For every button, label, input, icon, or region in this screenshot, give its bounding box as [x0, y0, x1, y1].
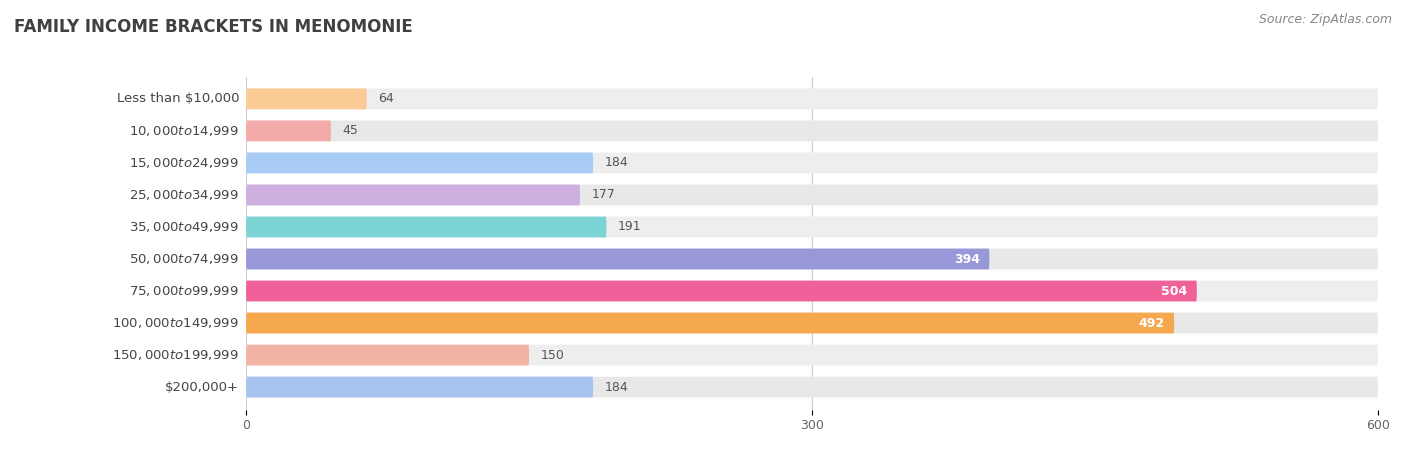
Text: 177: 177 — [592, 189, 616, 202]
Text: 492: 492 — [1139, 316, 1164, 329]
Text: $75,000 to $99,999: $75,000 to $99,999 — [129, 284, 239, 298]
FancyBboxPatch shape — [246, 153, 1378, 173]
FancyBboxPatch shape — [246, 121, 1378, 141]
Text: 184: 184 — [605, 381, 628, 394]
Text: $150,000 to $199,999: $150,000 to $199,999 — [112, 348, 239, 362]
FancyBboxPatch shape — [246, 184, 579, 205]
FancyBboxPatch shape — [246, 313, 1174, 333]
Text: 184: 184 — [605, 157, 628, 170]
Text: 64: 64 — [378, 92, 394, 105]
FancyBboxPatch shape — [246, 153, 593, 173]
FancyBboxPatch shape — [246, 216, 1378, 238]
Text: 150: 150 — [540, 349, 564, 361]
Text: Source: ZipAtlas.com: Source: ZipAtlas.com — [1258, 14, 1392, 27]
Text: $50,000 to $74,999: $50,000 to $74,999 — [129, 252, 239, 266]
FancyBboxPatch shape — [246, 89, 367, 109]
Text: $25,000 to $34,999: $25,000 to $34,999 — [129, 188, 239, 202]
Text: 45: 45 — [342, 125, 359, 137]
FancyBboxPatch shape — [246, 89, 1378, 109]
FancyBboxPatch shape — [246, 248, 990, 270]
FancyBboxPatch shape — [246, 377, 593, 397]
Text: $10,000 to $14,999: $10,000 to $14,999 — [129, 124, 239, 138]
FancyBboxPatch shape — [246, 248, 1378, 270]
Text: 191: 191 — [617, 220, 641, 234]
Text: 504: 504 — [1161, 284, 1187, 297]
FancyBboxPatch shape — [246, 377, 1378, 397]
FancyBboxPatch shape — [246, 216, 606, 238]
FancyBboxPatch shape — [246, 345, 529, 365]
Text: $15,000 to $24,999: $15,000 to $24,999 — [129, 156, 239, 170]
Text: Less than $10,000: Less than $10,000 — [117, 92, 239, 105]
FancyBboxPatch shape — [246, 345, 1378, 365]
Text: $35,000 to $49,999: $35,000 to $49,999 — [129, 220, 239, 234]
FancyBboxPatch shape — [246, 281, 1197, 302]
Text: $100,000 to $149,999: $100,000 to $149,999 — [112, 316, 239, 330]
FancyBboxPatch shape — [246, 184, 1378, 205]
FancyBboxPatch shape — [246, 313, 1378, 333]
Text: $200,000+: $200,000+ — [165, 381, 239, 394]
FancyBboxPatch shape — [246, 121, 330, 141]
Text: 394: 394 — [953, 252, 980, 266]
Text: FAMILY INCOME BRACKETS IN MENOMONIE: FAMILY INCOME BRACKETS IN MENOMONIE — [14, 18, 413, 36]
FancyBboxPatch shape — [246, 281, 1378, 302]
